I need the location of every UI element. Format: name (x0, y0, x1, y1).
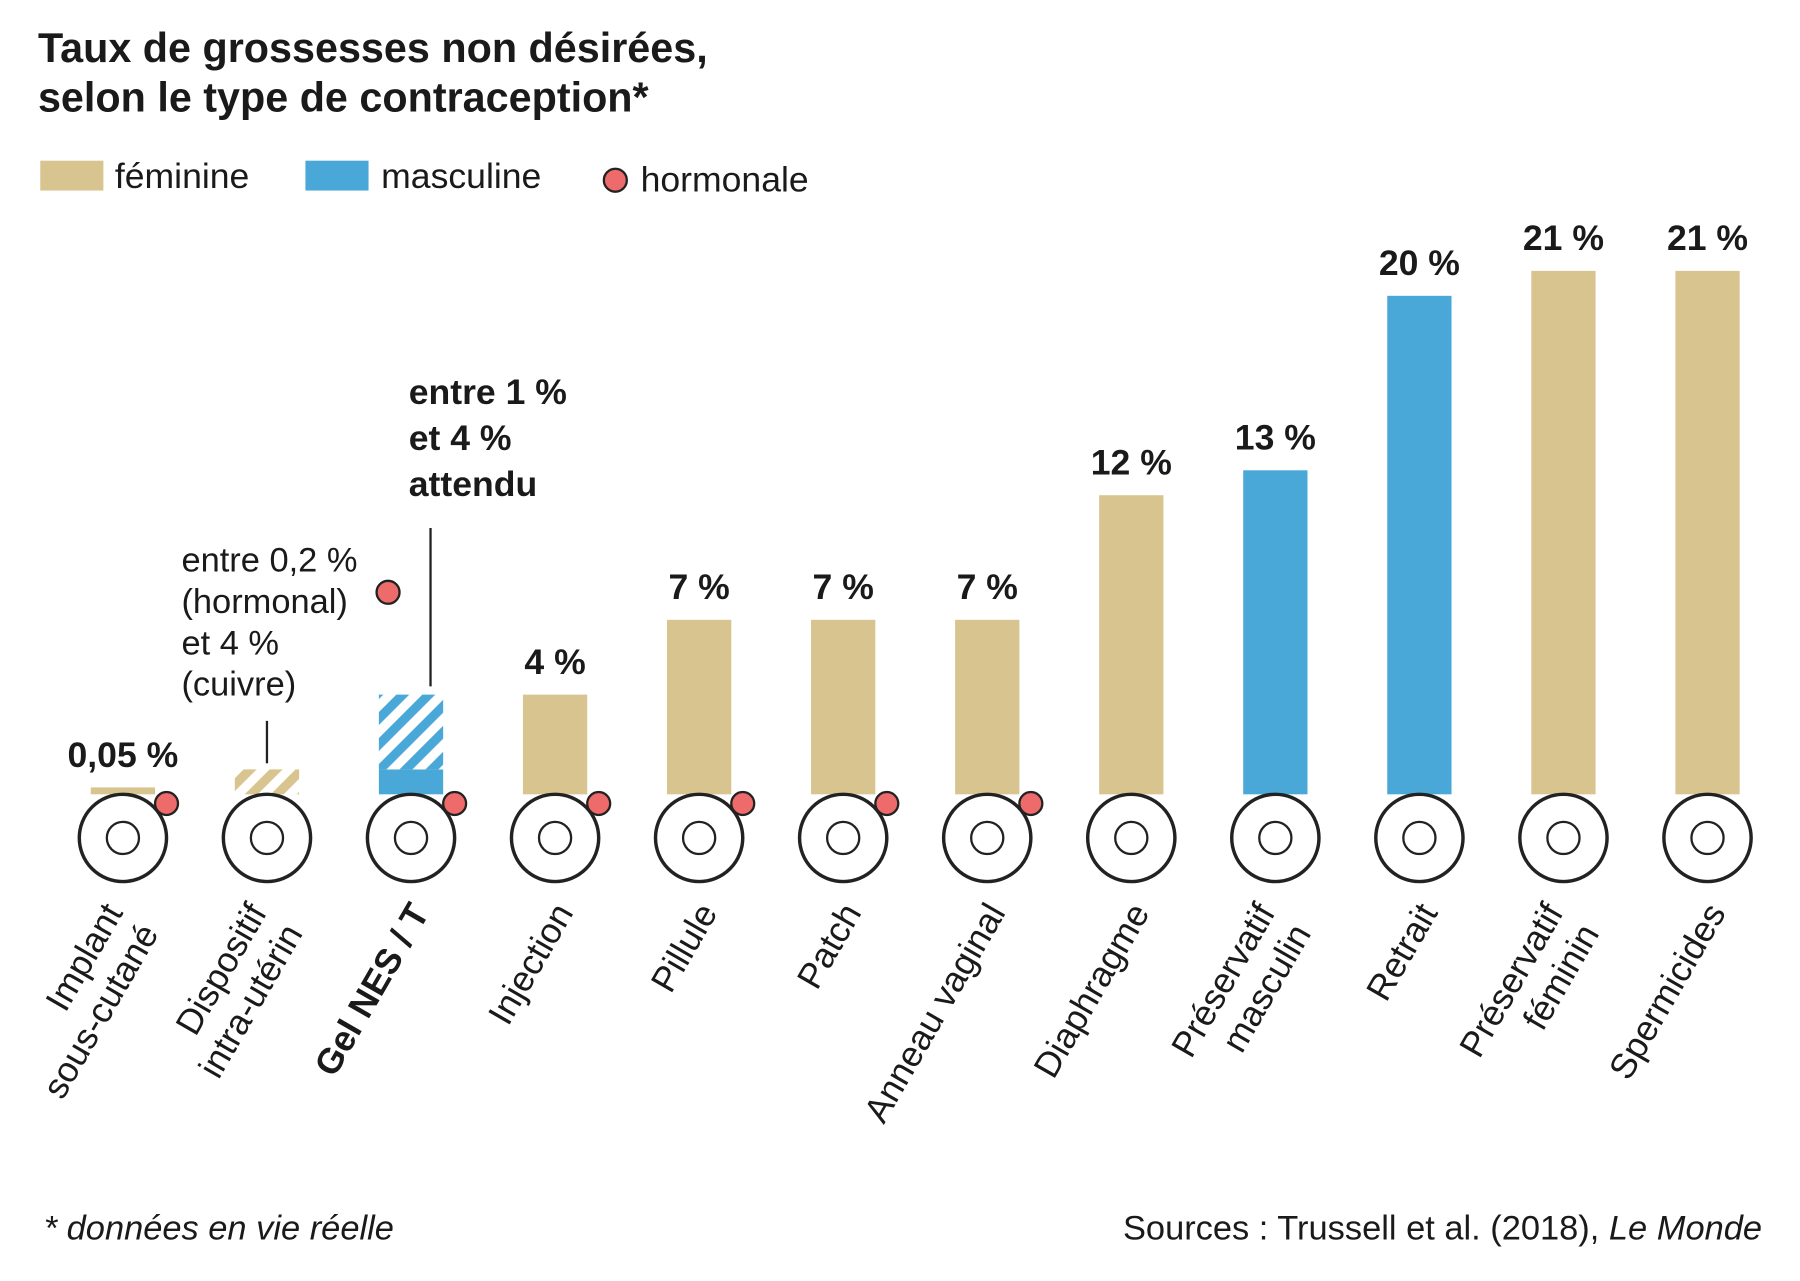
bar (522, 694, 588, 795)
icon-inner (105, 820, 141, 856)
x-tick-label: Injection (480, 897, 581, 1032)
chart-title: selon le type de contraception* (38, 74, 650, 120)
bar (955, 619, 1020, 795)
x-tick-label: Anneau vaginal (856, 897, 1013, 1129)
icon-inner (825, 820, 861, 856)
icon-inner (1114, 820, 1149, 856)
x-label-group: Retrait (1358, 896, 1445, 1007)
icon (221, 792, 313, 884)
annotation: entre 1 % (409, 372, 567, 412)
icon (1085, 792, 1177, 884)
icon-inner (537, 820, 573, 856)
annotation: entre 0,2 % (181, 542, 357, 580)
legend-label: hormonale (641, 160, 809, 200)
x-tick-label: Patch (789, 897, 869, 996)
bar (378, 769, 444, 795)
value-label: 20 % (1379, 243, 1460, 283)
hormonal-dot (153, 790, 180, 817)
x-label-group: Spermicides (1601, 897, 1734, 1087)
bar (1531, 270, 1596, 795)
hormonal-dot (874, 790, 900, 817)
bar (1675, 270, 1740, 795)
legend-label: masculine (381, 156, 541, 196)
icon (509, 792, 601, 884)
icon (797, 792, 889, 884)
annotation: (hormonal) (181, 583, 347, 621)
legend-swatch (40, 160, 104, 191)
annotation: attendu (409, 464, 537, 504)
annotation: et 4 % (409, 418, 512, 458)
footnote: * données en vie réelle (44, 1210, 394, 1248)
icon (77, 792, 169, 884)
value-label: 7 % (813, 567, 874, 607)
value-label: 4 % (524, 642, 585, 682)
icon (1230, 792, 1321, 884)
value-label: 7 % (668, 567, 729, 607)
legend-dot (602, 167, 628, 193)
hormonal-dot (586, 790, 612, 817)
icon-inner (249, 820, 285, 856)
bar (1243, 470, 1308, 795)
hormonal-dot (730, 790, 756, 817)
x-tick-label: Retrait (1358, 896, 1445, 1007)
icon-inner (1690, 820, 1725, 856)
icon (941, 792, 1033, 884)
icon (365, 792, 457, 884)
hormonal-dot (375, 579, 401, 605)
bar (811, 619, 876, 795)
bar-range (234, 769, 300, 795)
icon (1662, 792, 1753, 884)
value-label: 12 % (1091, 443, 1172, 483)
bar (1099, 495, 1164, 795)
x-tick-label: Diaphragme (1026, 897, 1158, 1085)
hormonal-dot (1018, 790, 1044, 817)
bar (90, 787, 156, 795)
legend-swatch (305, 160, 369, 191)
x-tick-label: Spermicides (1601, 897, 1734, 1087)
icon (1374, 792, 1465, 884)
icon-inner (970, 820, 1005, 856)
icon-inner (1546, 820, 1581, 856)
icon-inner (1402, 820, 1437, 856)
legend-label: féminine (115, 156, 249, 196)
x-label-group: Patch (789, 897, 869, 996)
bar-range (378, 694, 444, 770)
x-label-group: Anneau vaginal (856, 897, 1013, 1129)
icon (1518, 792, 1609, 884)
icon-inner (393, 820, 429, 856)
x-tick-label: Gel NES / T (307, 896, 438, 1082)
chart-title: Taux de grossesses non désirées, (38, 25, 708, 71)
icon-inner (1258, 820, 1293, 856)
source: Sources : Trussell et al. (2018), Le Mon… (1123, 1210, 1762, 1248)
annotation: (cuivre) (181, 666, 296, 704)
bar (1387, 295, 1452, 795)
value-label: 21 % (1667, 218, 1748, 258)
icon (653, 792, 745, 884)
annotation: et 4 % (181, 624, 279, 662)
value-label: 7 % (957, 567, 1018, 607)
value-label: 21 % (1523, 218, 1604, 258)
hormonal-dot (442, 790, 468, 817)
source-outlet: Le Monde (1609, 1210, 1762, 1248)
x-label-group: Pillule (643, 897, 725, 999)
x-label-group: Diaphragme (1026, 897, 1158, 1085)
value-label: 13 % (1235, 418, 1316, 458)
source-text: Sources : Trussell et al. (2018), (1123, 1210, 1609, 1248)
icon-inner (681, 820, 717, 856)
value-label: 0,05 % (68, 735, 179, 775)
x-tick-label: Pillule (643, 897, 725, 999)
x-label-group: Injection (480, 897, 581, 1032)
bar (666, 619, 732, 795)
x-label-group: Gel NES / T (307, 896, 438, 1082)
